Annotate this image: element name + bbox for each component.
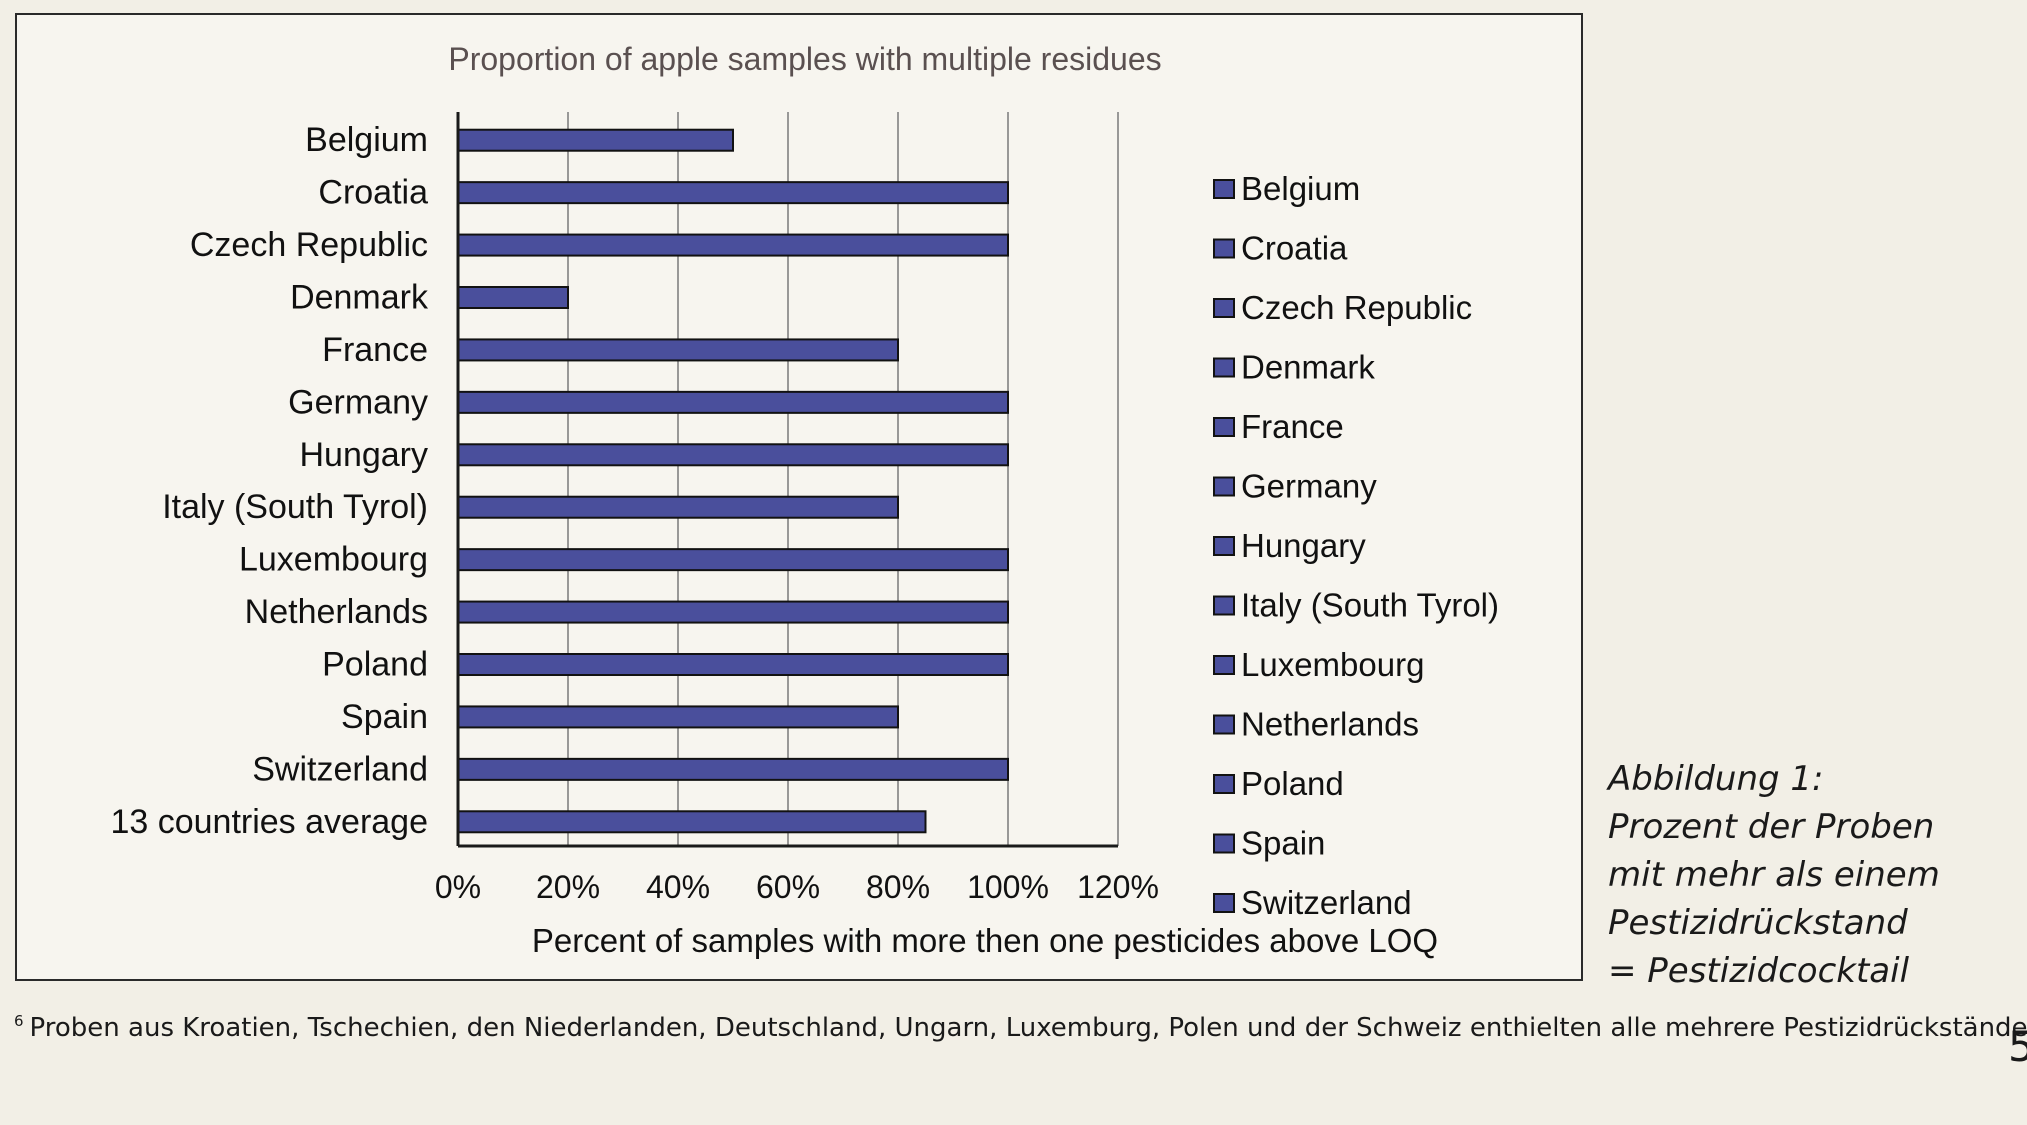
category-label: 13 countries average [110, 803, 428, 841]
bar [457, 338, 899, 362]
legend-label: France [1241, 408, 1344, 445]
legend-swatch [1213, 833, 1235, 854]
legend-label: Italy (South Tyrol) [1241, 587, 1499, 624]
legend-label: Denmark [1241, 349, 1375, 386]
legend-swatch [1213, 893, 1235, 913]
legend-label: Czech Republic [1241, 289, 1472, 326]
legend-label: Belgium [1241, 170, 1360, 207]
bar [457, 181, 1009, 205]
x-axis-label: Percent of samples with more then one pe… [532, 922, 1438, 959]
category-label: Italy (South Tyrol) [162, 488, 428, 526]
x-tick-label: 20% [536, 869, 600, 905]
category-label: Switzerland [252, 750, 428, 788]
bar [457, 390, 1009, 414]
category-label: Spain [341, 698, 428, 736]
legend-swatch [1213, 714, 1235, 735]
bar [457, 128, 734, 152]
legend-swatch [1213, 357, 1235, 378]
legend-label: Switzerland [1241, 884, 1412, 921]
legend-swatch [1213, 536, 1235, 556]
legend-label: Germany [1241, 468, 1377, 505]
category-label: France [322, 331, 428, 369]
x-tick-label: 120% [1077, 869, 1159, 905]
bar [457, 286, 569, 309]
bar [457, 443, 1009, 467]
x-tick-label: 40% [646, 869, 710, 905]
x-tick-label: 0% [435, 869, 481, 905]
category-label: Belgium [305, 121, 428, 159]
legend-swatch [1213, 774, 1235, 794]
category-labels: Belgium Croatia Czech Republic Denmark Franc… [110, 121, 429, 841]
category-label: Denmark [290, 279, 429, 317]
x-tick-label: 100% [967, 869, 1049, 905]
category-label: Luxembourg [239, 541, 428, 579]
legend-label: Croatia [1241, 230, 1348, 267]
category-label: Hungary [299, 436, 428, 474]
legend-label: Poland [1241, 765, 1344, 802]
legend-label: Netherlands [1241, 706, 1419, 743]
category-label: Croatia [318, 174, 428, 212]
bar [457, 705, 899, 729]
footnote: 6 Proben aus Kroatien, Tschechien, den Ni… [14, 1012, 2027, 1043]
bar [457, 495, 899, 519]
x-tick-labels: 0% 20% 40% 60% 80% 100% 120% [435, 869, 1159, 905]
x-tick-label: 60% [756, 869, 820, 905]
legend-label: Spain [1241, 825, 1325, 862]
bar [457, 600, 1009, 624]
category-label: Czech Republic [190, 226, 428, 264]
category-label: Germany [288, 383, 428, 421]
page-number: 5 [2008, 1022, 2027, 1071]
legend-swatch [1213, 179, 1235, 199]
figure-caption: Abbildung 1: Prozent der Proben mit mehr… [1608, 759, 1940, 991]
bar [457, 757, 1009, 781]
legend-label: Luxembourg [1241, 646, 1424, 683]
legend-swatch [1213, 417, 1235, 437]
footnote-text: Proben aus Kroatien, Tschechien, den Nie… [29, 1013, 2027, 1043]
chart-title: Proportion of apple samples with multipl… [448, 41, 1161, 77]
legend-swatch [1213, 298, 1235, 318]
footnote-marker: 6 [14, 1012, 24, 1030]
legend-swatch [1213, 655, 1235, 675]
category-label: Poland [322, 646, 428, 684]
bar [457, 653, 1009, 676]
legend-label: Hungary [1241, 527, 1366, 564]
x-tick-label: 80% [866, 869, 930, 905]
bar [457, 233, 1009, 257]
category-label: Netherlands [245, 593, 428, 631]
bars [457, 128, 1009, 834]
bar [457, 548, 1009, 572]
legend-swatch [1213, 595, 1235, 616]
legend-swatch [1213, 238, 1235, 259]
legend: Belgium Croatia Czech Republic Denmark Franc… [1213, 170, 1499, 921]
bar [457, 810, 927, 834]
legend-swatch [1213, 476, 1235, 497]
